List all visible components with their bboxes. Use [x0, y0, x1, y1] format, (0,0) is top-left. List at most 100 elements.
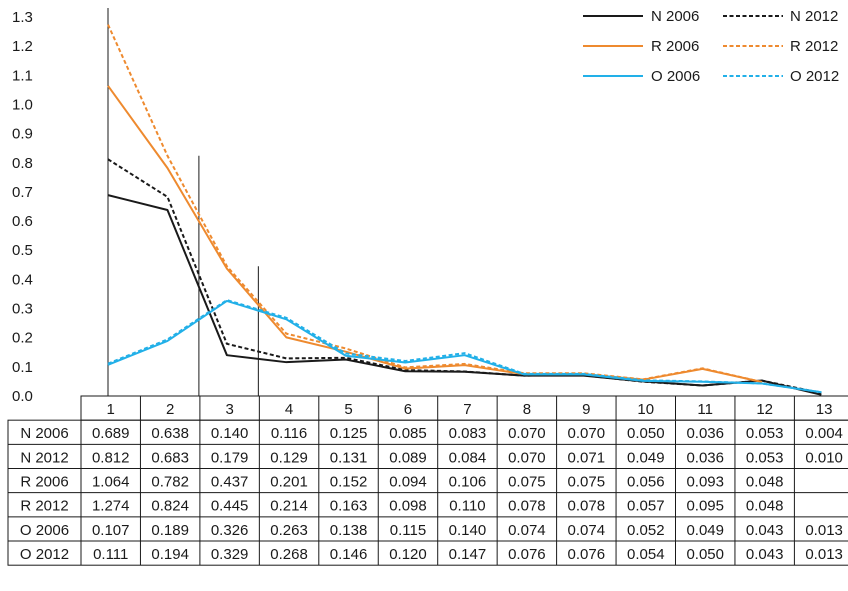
y-tick-label: 0.6 — [12, 213, 33, 230]
table-cell: 0.120 — [389, 546, 427, 563]
table-cell: 0.263 — [270, 522, 308, 539]
table-cell: 0.111 — [93, 546, 128, 563]
y-tick-label: 1.2 — [12, 38, 33, 55]
table-cell: 0.683 — [151, 449, 189, 466]
table-cell: 0.824 — [151, 498, 189, 515]
table-row-label: N 2006 — [20, 425, 68, 442]
table-header-cell: 12 — [756, 401, 773, 418]
legend-label: N 2012 — [790, 8, 838, 25]
y-tick-label: 1.3 — [12, 9, 33, 26]
table-cell: 0.138 — [330, 522, 368, 539]
y-tick-label: 0.7 — [12, 184, 33, 201]
table-cell: 0.075 — [508, 474, 546, 491]
table-cell: 0.163 — [330, 498, 368, 515]
table-cell: 0.053 — [746, 425, 784, 442]
y-tick-label: 0.0 — [12, 388, 33, 405]
chart-axes — [107, 8, 259, 396]
series-lines — [107, 24, 822, 396]
table-header-cell: 10 — [637, 401, 654, 418]
table-cell: 0.116 — [271, 425, 307, 442]
y-tick-label: 1.1 — [12, 67, 33, 84]
table-cell: 0.043 — [746, 522, 784, 539]
table-cell: 0.013 — [805, 522, 843, 539]
y-tick-label: 1.0 — [12, 96, 33, 113]
series-line-r-2006 — [107, 85, 763, 383]
table-cell: 0.115 — [390, 522, 426, 539]
data-table: 1 2 3 4 5 6 7 8 9 10 11 12 13N 2006 0.689 0.638 0.140 0.… — [7, 395, 848, 566]
table-cell: 0.326 — [211, 522, 249, 539]
table-cell: 0.071 — [568, 449, 606, 466]
table-cell: 0.085 — [389, 425, 427, 442]
table-cell: 0.125 — [330, 425, 368, 442]
table-cell: 0.056 — [627, 474, 665, 491]
table-cell: 0.437 — [211, 474, 249, 491]
table-header-cell: 9 — [582, 401, 590, 418]
table-cell: 0.782 — [151, 474, 189, 491]
table-cell: 0.214 — [270, 498, 308, 515]
table-cell: 0.140 — [449, 522, 487, 539]
table-cell: 0.268 — [270, 546, 308, 563]
y-tick-label: 0.5 — [12, 242, 33, 259]
table-cell: 0.179 — [211, 449, 249, 466]
table-cell: 0.095 — [686, 498, 724, 515]
table-cell: 0.189 — [151, 522, 189, 539]
table-cell: 0.147 — [449, 546, 487, 563]
table-cell: 0.110 — [449, 498, 485, 515]
table-cell: 1.064 — [92, 474, 130, 491]
table-cell: 0.074 — [568, 522, 606, 539]
table-header-cell: 8 — [523, 401, 531, 418]
table-header-cell: 5 — [344, 401, 352, 418]
table-cell: 0.049 — [686, 522, 724, 539]
table-cell: 0.106 — [449, 474, 487, 491]
y-tick-label: 0.3 — [12, 301, 33, 318]
table-cell: 0.146 — [330, 546, 368, 563]
table-cell: 0.070 — [568, 425, 606, 442]
table-header-cell: 6 — [404, 401, 412, 418]
table-cell: 0.049 — [627, 449, 665, 466]
table-row-label: R 2006 — [20, 474, 68, 491]
table-row-label: O 2006 — [20, 522, 69, 539]
legend-label: R 2006 — [651, 38, 699, 55]
table-cell: 0.140 — [211, 425, 249, 442]
series-line-o-2006 — [107, 299, 822, 394]
table-header-cell: 11 — [697, 401, 713, 418]
table-cell: 0.048 — [746, 474, 784, 491]
y-tick-label: 0.9 — [12, 126, 33, 143]
table-row-label: R 2012 — [20, 498, 68, 515]
table-cell: 0.078 — [508, 498, 546, 515]
table-row-label: O 2012 — [20, 546, 69, 563]
table-cell: 0.057 — [627, 498, 665, 515]
table-cell: 0.089 — [389, 449, 427, 466]
table-cell: 0.638 — [151, 425, 189, 442]
table-cell: 1.274 — [92, 498, 130, 515]
table-cell: 0.074 — [508, 522, 546, 539]
table-cell: 0.094 — [389, 474, 427, 491]
table-cell: 0.004 — [805, 425, 843, 442]
table-cell: 0.054 — [627, 546, 665, 563]
y-tick-label: 0.1 — [12, 359, 33, 376]
table-cell: 0.129 — [270, 449, 308, 466]
table-header-cell: 2 — [166, 401, 174, 418]
table-cell: 0.083 — [449, 425, 487, 442]
table-cell: 0.201 — [270, 474, 308, 491]
table-cell: 0.329 — [211, 546, 249, 563]
table-cell: 0.445 — [211, 498, 249, 515]
series-line-r-2012 — [107, 24, 763, 383]
table-cell: 0.107 — [92, 522, 130, 539]
table-header-cell: 1 — [107, 401, 115, 418]
series-line-o-2012 — [107, 299, 822, 394]
table-cell: 0.812 — [92, 449, 130, 466]
table-cell: 0.084 — [449, 449, 487, 466]
table-cell: 0.075 — [568, 474, 606, 491]
table-row-label: N 2012 — [20, 449, 68, 466]
table-cell: 0.036 — [686, 449, 724, 466]
table-cell: 0.152 — [330, 474, 368, 491]
legend: N 2006 N 2012 R 2006 R 2012 O 2006 O 2012 — [583, 8, 839, 85]
table-cell: 0.043 — [746, 546, 784, 563]
table-cell: 0.052 — [627, 522, 665, 539]
y-tick-label: 0.8 — [12, 155, 33, 172]
table-cell: 0.689 — [92, 425, 130, 442]
table-cell: 0.093 — [686, 474, 724, 491]
series-line-n-2012 — [107, 158, 822, 395]
